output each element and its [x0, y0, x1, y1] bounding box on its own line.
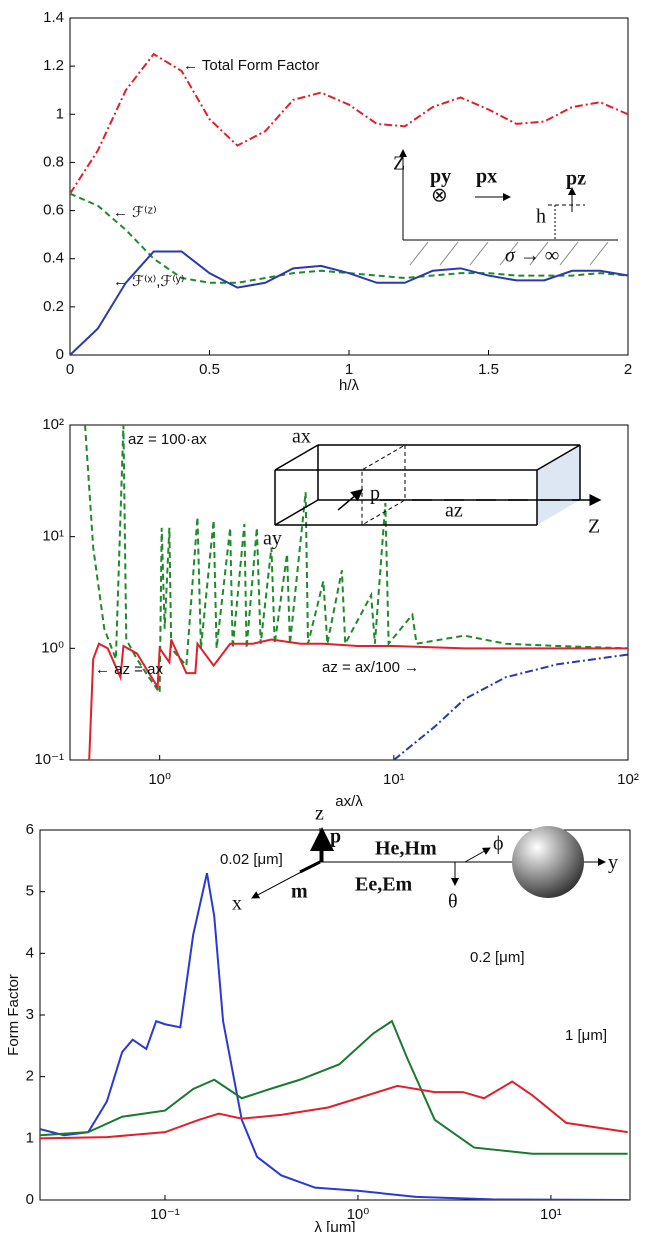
series-line [70, 250, 628, 355]
x-tick-label: 10⁻¹ [150, 1206, 180, 1223]
inset-label: y [608, 852, 618, 874]
y-tick-label: 0.8 [43, 153, 64, 170]
y-tick-label: 10² [42, 416, 64, 433]
inset-label: z [315, 803, 324, 825]
inset-label: He,Hm [375, 838, 437, 860]
y-tick-label: 1.2 [43, 57, 64, 74]
series-label: az = 100·ax [128, 431, 207, 448]
y-tick-label: 1 [56, 105, 64, 122]
y-tick-label: 1 [26, 1129, 34, 1146]
series-label: ← ℱ⁽ˣ⁾,ℱ⁽ʸ⁾ [113, 273, 184, 290]
inset-label: p [330, 826, 341, 848]
inset-label: p [370, 483, 380, 505]
series-line [84, 425, 628, 696]
y-tick-label: 10⁻¹ [34, 751, 64, 768]
inset-label: px [476, 166, 497, 188]
y-tick-label: 0 [56, 346, 64, 363]
x-tick-label: 0 [66, 361, 74, 378]
plot-area [69, 17, 629, 356]
inset-label: pz [566, 168, 586, 190]
x-axis-label: ax/λ [335, 793, 363, 810]
series-label: az = ax/100 → [322, 659, 419, 676]
series-line [40, 1019, 628, 1155]
y-axis-label: Form Factor [5, 974, 22, 1056]
inset-label: m [291, 881, 308, 903]
y-tick-label: 1.4 [43, 9, 64, 26]
series-label: 1 [μm] [565, 1027, 607, 1044]
series-label: ← Total Form Factor [183, 57, 319, 74]
inset-label: ax [292, 426, 311, 448]
y-tick-label: 0.4 [43, 250, 64, 267]
y-tick-label: 6 [26, 821, 34, 838]
x-tick-label: 2 [624, 361, 632, 378]
inset-label: h [536, 206, 546, 228]
series-line [40, 872, 628, 1200]
y-tick-label: 3 [26, 1006, 34, 1023]
inset-label: az [445, 500, 463, 522]
x-tick-label: 10¹ [383, 771, 405, 788]
series-line [40, 1080, 628, 1140]
series-line [70, 52, 628, 195]
series-label: ← az = ax [95, 661, 163, 678]
sphere [512, 826, 584, 898]
plot: 0 0.2 0.4 0.6 0.8 1 1.2 1.4 0 0.5 1 1.5 2 h/λ ← Total … [43, 9, 632, 394]
plot: 10⁻¹ 10⁰ 10¹ 10² 10⁰ 10¹ 10² ax/λ az = 100·ax ← a… [34, 416, 638, 810]
x-tick-label: 10² [617, 771, 639, 788]
inset-label: py [430, 166, 451, 188]
y-tick-label: 10⁰ [41, 639, 64, 656]
x-tick-label: 1.5 [478, 361, 499, 378]
inset-label: σ → ∞ [505, 245, 559, 267]
x-axis-label: h/λ [339, 377, 360, 394]
series-line [393, 653, 628, 760]
inset-label: ⊗ [431, 185, 448, 207]
inset-label: x [232, 893, 242, 915]
x-tick-label: 1 [345, 361, 353, 378]
inset-label: ay [263, 528, 282, 550]
inset-diagram-1 [399, 149, 618, 266]
inset-label: ϕ [493, 833, 504, 855]
y-tick-label: 5 [26, 883, 34, 900]
y-tick-label: 4 [26, 944, 34, 961]
y-tick-label: 0.6 [43, 202, 64, 219]
y-tick-label: 10¹ [42, 528, 64, 545]
x-tick-label: 10⁰ [347, 1206, 370, 1223]
series-label: 0.2 [μm] [470, 949, 525, 966]
series-line [88, 638, 628, 760]
y-tick-label: 0.2 [43, 298, 64, 315]
inset-label: Z [393, 153, 405, 175]
series-label: 0.02 [μm] [220, 851, 283, 868]
x-tick-label: 10⁰ [148, 771, 171, 788]
x-axis-label: λ [μm] [314, 1219, 355, 1232]
x-tick-label: 0.5 [199, 361, 220, 378]
plot-area [69, 424, 629, 761]
y-tick-label: 0 [26, 1191, 34, 1208]
series-label: ← ℱ⁽ᶻ⁾ [113, 204, 157, 221]
inset-label: θ [448, 891, 458, 913]
inset-diagram-2 [274, 444, 602, 526]
y-tick-label: 2 [26, 1068, 34, 1085]
x-tick-label: 10¹ [540, 1206, 562, 1223]
inset-label: Ee,Em [355, 874, 413, 896]
inset-label: Z [588, 516, 600, 538]
